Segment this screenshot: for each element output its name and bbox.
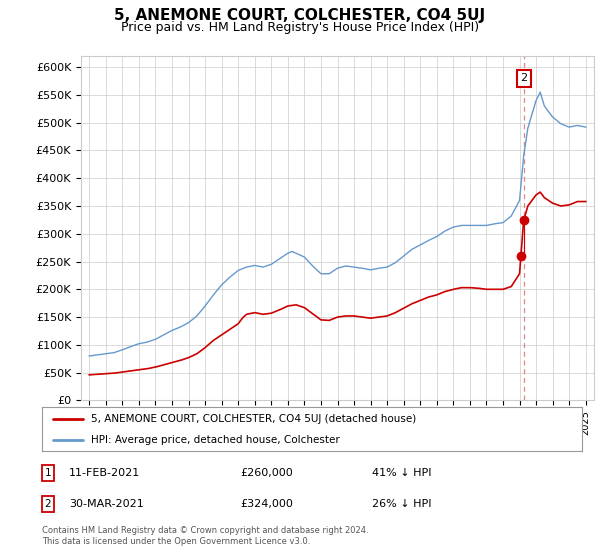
Text: 41% ↓ HPI: 41% ↓ HPI	[372, 468, 431, 478]
Text: 1: 1	[44, 468, 52, 478]
Text: 2: 2	[44, 499, 52, 509]
Text: 2: 2	[520, 73, 527, 83]
Text: 26% ↓ HPI: 26% ↓ HPI	[372, 499, 431, 509]
Text: Price paid vs. HM Land Registry's House Price Index (HPI): Price paid vs. HM Land Registry's House …	[121, 21, 479, 34]
Text: 30-MAR-2021: 30-MAR-2021	[69, 499, 144, 509]
Text: 11-FEB-2021: 11-FEB-2021	[69, 468, 140, 478]
Text: HPI: Average price, detached house, Colchester: HPI: Average price, detached house, Colc…	[91, 435, 340, 445]
Text: 5, ANEMONE COURT, COLCHESTER, CO4 5UJ (detached house): 5, ANEMONE COURT, COLCHESTER, CO4 5UJ (d…	[91, 414, 416, 424]
Text: £324,000: £324,000	[240, 499, 293, 509]
Text: Contains HM Land Registry data © Crown copyright and database right 2024.
This d: Contains HM Land Registry data © Crown c…	[42, 526, 368, 546]
Text: 5, ANEMONE COURT, COLCHESTER, CO4 5UJ: 5, ANEMONE COURT, COLCHESTER, CO4 5UJ	[115, 8, 485, 24]
Text: £260,000: £260,000	[240, 468, 293, 478]
